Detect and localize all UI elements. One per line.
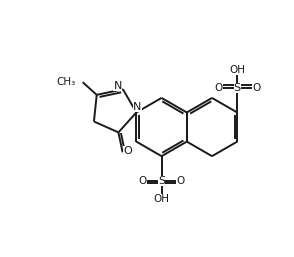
Text: O: O [138, 176, 147, 186]
Text: N: N [113, 81, 122, 91]
Text: CH₃: CH₃ [56, 77, 75, 87]
Text: O: O [252, 83, 260, 93]
Text: S: S [158, 176, 165, 186]
Text: O: O [214, 83, 223, 93]
Text: O: O [176, 176, 185, 186]
Text: S: S [234, 83, 241, 93]
Text: OH: OH [229, 65, 245, 75]
Text: N: N [133, 102, 142, 112]
Text: O: O [123, 146, 132, 156]
Text: OH: OH [153, 194, 170, 204]
Text: CH₃: CH₃ [56, 77, 75, 87]
